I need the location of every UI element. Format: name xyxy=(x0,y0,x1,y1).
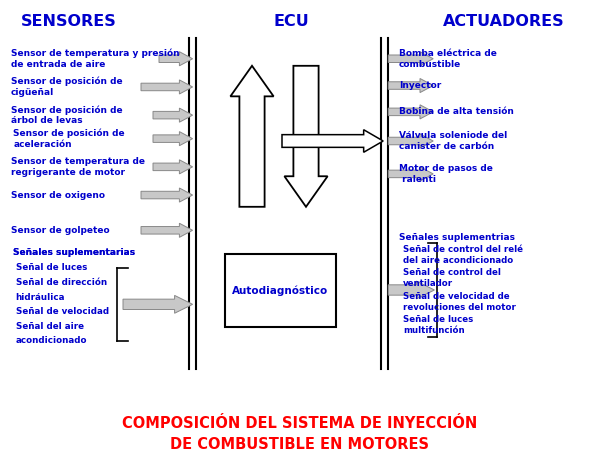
FancyArrow shape xyxy=(284,66,328,207)
FancyArrow shape xyxy=(388,105,433,119)
FancyArrow shape xyxy=(141,188,193,202)
Text: Señal de velocidad de
revoluciones del motor: Señal de velocidad de revoluciones del m… xyxy=(403,292,516,312)
Text: Sensor de oxigeno: Sensor de oxigeno xyxy=(11,190,105,200)
FancyArrow shape xyxy=(159,52,193,66)
FancyArrow shape xyxy=(282,130,383,152)
Text: Señal de luces: Señal de luces xyxy=(16,263,87,273)
Text: Señal de control del
ventilador: Señal de control del ventilador xyxy=(403,268,501,288)
Text: COMPOSICIÓN DEL SISTEMA DE INYECCIÓN: COMPOSICIÓN DEL SISTEMA DE INYECCIÓN xyxy=(122,415,478,431)
Text: Sensor de golpeteo: Sensor de golpeteo xyxy=(11,226,109,235)
FancyArrow shape xyxy=(153,132,193,146)
Text: Bomba eléctrica de
combustible: Bomba eléctrica de combustible xyxy=(399,49,497,69)
Text: Señales suplementarias: Señales suplementarias xyxy=(13,248,136,258)
Text: ECU: ECU xyxy=(273,14,309,29)
FancyArrow shape xyxy=(230,66,274,207)
Text: Sensor de temperatura de
regrigerante de motor: Sensor de temperatura de regrigerante de… xyxy=(11,157,145,177)
Text: Señales suplementrias: Señales suplementrias xyxy=(399,233,515,242)
Text: Inyector: Inyector xyxy=(399,81,441,90)
Text: Sensor de temperatura y presión
de entrada de aire: Sensor de temperatura y presión de entra… xyxy=(11,48,179,69)
Text: Señales suplementarias: Señales suplementarias xyxy=(13,248,136,258)
Text: DE COMBUSTIBLE EN MOTORES: DE COMBUSTIBLE EN MOTORES xyxy=(170,437,430,452)
Text: Válvula soleniode del
canister de carbón: Válvula soleniode del canister de carbón xyxy=(399,131,507,151)
FancyArrow shape xyxy=(388,134,433,148)
FancyArrow shape xyxy=(153,108,193,122)
Text: SENSORES: SENSORES xyxy=(21,14,117,29)
Text: Bobina de alta tensión: Bobina de alta tensión xyxy=(399,107,514,117)
Text: Señal de dirección: Señal de dirección xyxy=(16,278,107,287)
Text: Señal de velocidad: Señal de velocidad xyxy=(16,307,109,316)
Text: Motor de pasos de
 ralenti: Motor de pasos de ralenti xyxy=(399,164,493,184)
FancyArrow shape xyxy=(388,52,433,66)
Text: Sensor de posición de
árbol de levas: Sensor de posición de árbol de levas xyxy=(11,105,122,125)
FancyArrow shape xyxy=(141,223,193,237)
FancyArrow shape xyxy=(388,167,433,181)
Bar xyxy=(225,254,336,327)
Text: acondicionado: acondicionado xyxy=(16,336,87,345)
FancyArrow shape xyxy=(388,78,433,93)
Text: Señal de control del relé
del aire acondicionado: Señal de control del relé del aire acond… xyxy=(403,245,523,265)
Text: Sensor de posición de
cigüeñal: Sensor de posición de cigüeñal xyxy=(11,77,122,97)
Text: hidráulica: hidráulica xyxy=(16,292,65,302)
Text: ACTUADORES: ACTUADORES xyxy=(443,14,565,29)
Text: Autodiagnóstico: Autodiagnóstico xyxy=(232,285,328,296)
Text: Señal de luces
multifunción: Señal de luces multifunción xyxy=(403,315,473,335)
Text: Sensor de posición de
aceleración: Sensor de posición de aceleración xyxy=(13,128,125,149)
FancyArrow shape xyxy=(388,281,434,299)
Text: Señal del aire: Señal del aire xyxy=(16,321,83,331)
FancyArrow shape xyxy=(141,80,193,94)
FancyArrow shape xyxy=(153,160,193,174)
FancyArrow shape xyxy=(123,295,193,313)
